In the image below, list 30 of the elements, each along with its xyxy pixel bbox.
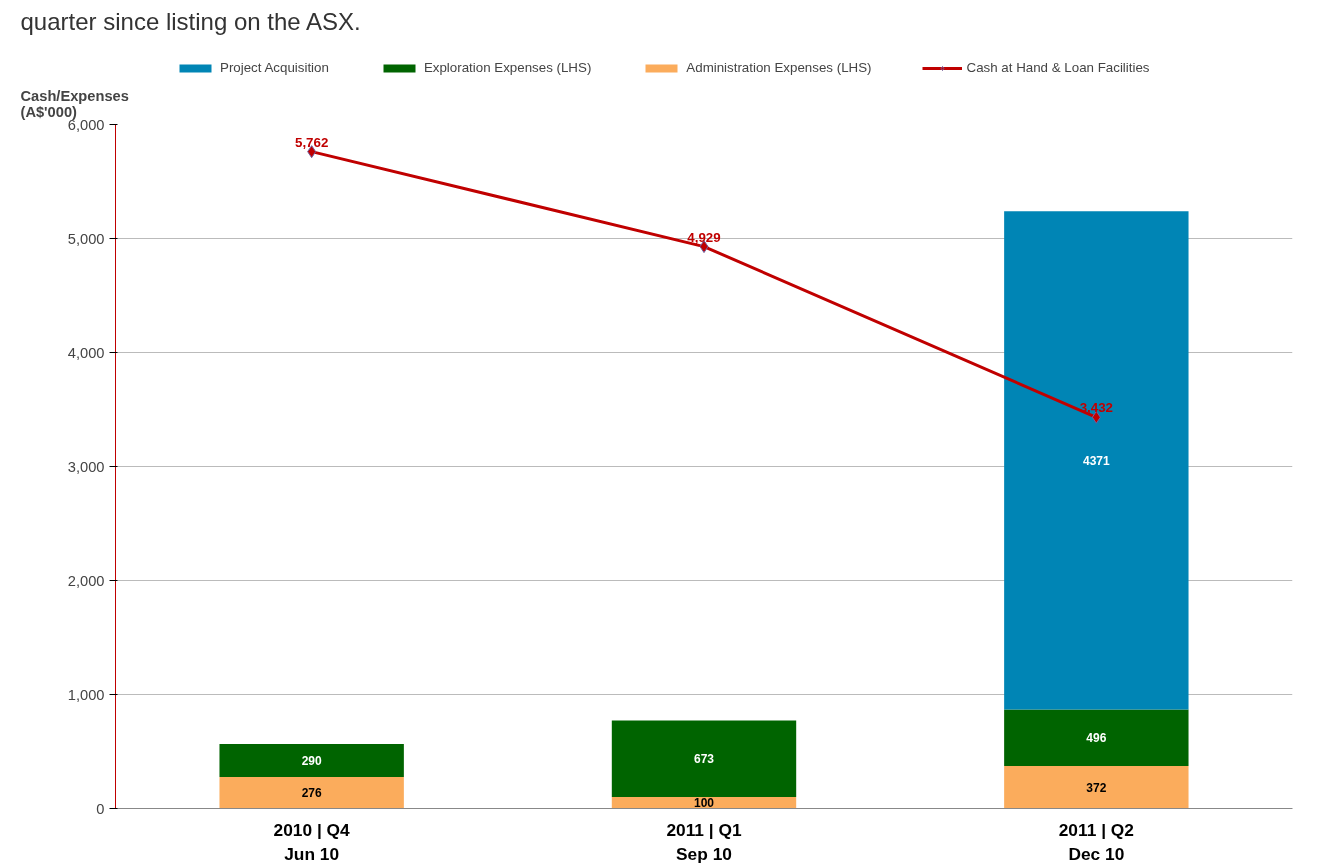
y-tick-label: 1,000 <box>67 686 105 703</box>
data-label: 5,762 <box>294 134 329 150</box>
y-tick-label: 0 <box>96 800 105 817</box>
data-label: 100 <box>693 796 715 811</box>
bar <box>1004 709 1189 767</box>
bar <box>1004 766 1189 809</box>
bar <box>611 797 797 809</box>
data-label: 276 <box>301 786 322 801</box>
data-label: 4371 <box>1082 453 1111 468</box>
legend-label: Administration Expenses (LHS) <box>686 60 872 75</box>
legend-label: Project Acquisition <box>220 60 329 75</box>
x-tick-label: 2011 | Q1 Sep 10 <box>666 819 742 864</box>
bar <box>219 777 404 809</box>
bar <box>1004 211 1189 710</box>
bar <box>219 743 404 778</box>
legend-label: Exploration Expenses (LHS) <box>423 60 592 75</box>
y-tick-label: 3,000 <box>67 458 105 475</box>
data-label: 4,929 <box>687 229 721 245</box>
y-tick-label: 5,000 <box>67 230 105 247</box>
y-tick-label: 2,000 <box>67 572 105 589</box>
data-label: 673 <box>693 752 715 767</box>
data-label: 496 <box>1086 731 1107 746</box>
x-tick-label: 2010 | Q4 Jun 10 <box>273 819 351 864</box>
legend-label: Cash at Hand & Loan Facilities <box>966 60 1150 75</box>
y-tick-label: 4,000 <box>67 344 105 361</box>
x-tick-label: 2011 | Q2 Dec 10 <box>1058 819 1134 864</box>
data-label: 372 <box>1086 780 1107 795</box>
data-label: 290 <box>301 754 322 769</box>
bar <box>611 720 797 798</box>
text: quarter since listing on the ASX. <box>20 7 361 35</box>
